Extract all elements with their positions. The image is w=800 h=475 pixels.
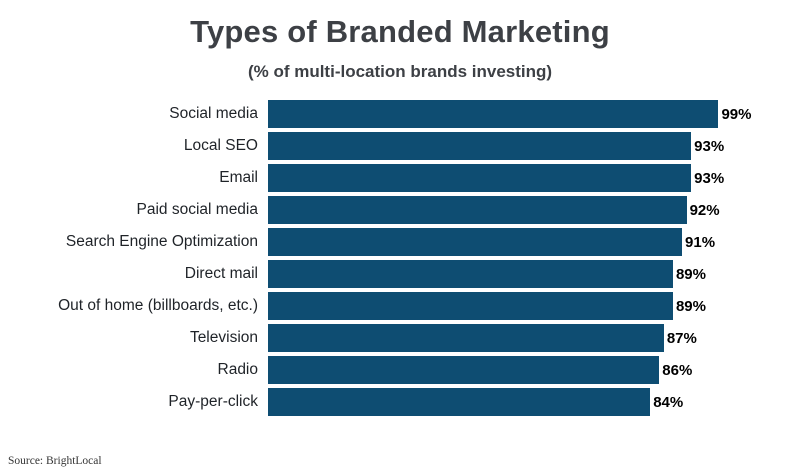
bar [268, 324, 664, 352]
bar-category-label: Pay-per-click [168, 393, 258, 410]
bar-track: 87% [268, 322, 800, 354]
bar-row: Search Engine Optimization 91% [0, 226, 800, 258]
bar-chart-area: Social media 99% Local SEO 93% Email 93% Paid … [0, 98, 800, 418]
bar-category-label: Direct mail [184, 265, 258, 282]
bar [268, 388, 651, 416]
bar-track: 99% [268, 98, 800, 130]
bar-row: Television 87% [0, 322, 800, 354]
bar-category-label: Email [219, 169, 258, 186]
bar-row: Local SEO 93% [0, 130, 800, 162]
bar-category-label: Search Engine Optimization [65, 233, 258, 250]
bar [268, 164, 692, 192]
bar-category-label: Radio [217, 361, 259, 378]
bar [268, 260, 673, 288]
bar-track: 84% [268, 386, 800, 418]
bar [268, 356, 660, 384]
chart-title: Types of Branded Marketing [190, 14, 610, 49]
bar-track: 92% [268, 194, 800, 226]
bar [268, 196, 687, 224]
bar-track: 86% [268, 354, 800, 386]
bar-track: 89% [268, 258, 800, 290]
bar-row: Out of home (billboards, etc.) 89% [0, 290, 800, 322]
bar [268, 100, 719, 128]
bar-value-label: 92% [689, 201, 720, 219]
bar [268, 132, 692, 160]
bar-value-label: 84% [653, 393, 684, 411]
bar-value-label: 93% [694, 169, 725, 187]
chart-subtitle: (% of multi-location brands investing) [247, 62, 553, 81]
bar-track: 89% [268, 290, 800, 322]
bar-category-label: Television [189, 329, 258, 346]
bar-value-label: 93% [694, 137, 725, 155]
bar-track: 93% [268, 162, 800, 194]
bar-value-label: 99% [721, 105, 752, 123]
bar-value-label: 89% [675, 265, 706, 283]
bar [268, 228, 683, 256]
bar-track: 93% [268, 130, 800, 162]
bar-value-label: 91% [685, 233, 716, 251]
bar-category-label: Paid social media [136, 201, 258, 218]
bar-value-label: 86% [662, 361, 693, 379]
bar-category-label: Social media [169, 105, 258, 122]
bar-row: Direct mail 89% [0, 258, 800, 290]
bar-category-label: Out of home (billboards, etc.) [58, 297, 258, 314]
bar-row: Radio 86% [0, 354, 800, 386]
bar-category-label: Local SEO [183, 137, 258, 154]
bar-row: Pay-per-click 84% [0, 386, 800, 418]
bar-track: 91% [268, 226, 800, 258]
bar-value-label: 89% [675, 297, 706, 315]
bar [268, 292, 673, 320]
source-attribution: Source: BrightLocal [8, 455, 102, 467]
bar-row: Email 93% [0, 162, 800, 194]
bar-value-label: 87% [666, 329, 697, 347]
bar-row: Social media 99% [0, 98, 800, 130]
bar-row: Paid social media 92% [0, 194, 800, 226]
